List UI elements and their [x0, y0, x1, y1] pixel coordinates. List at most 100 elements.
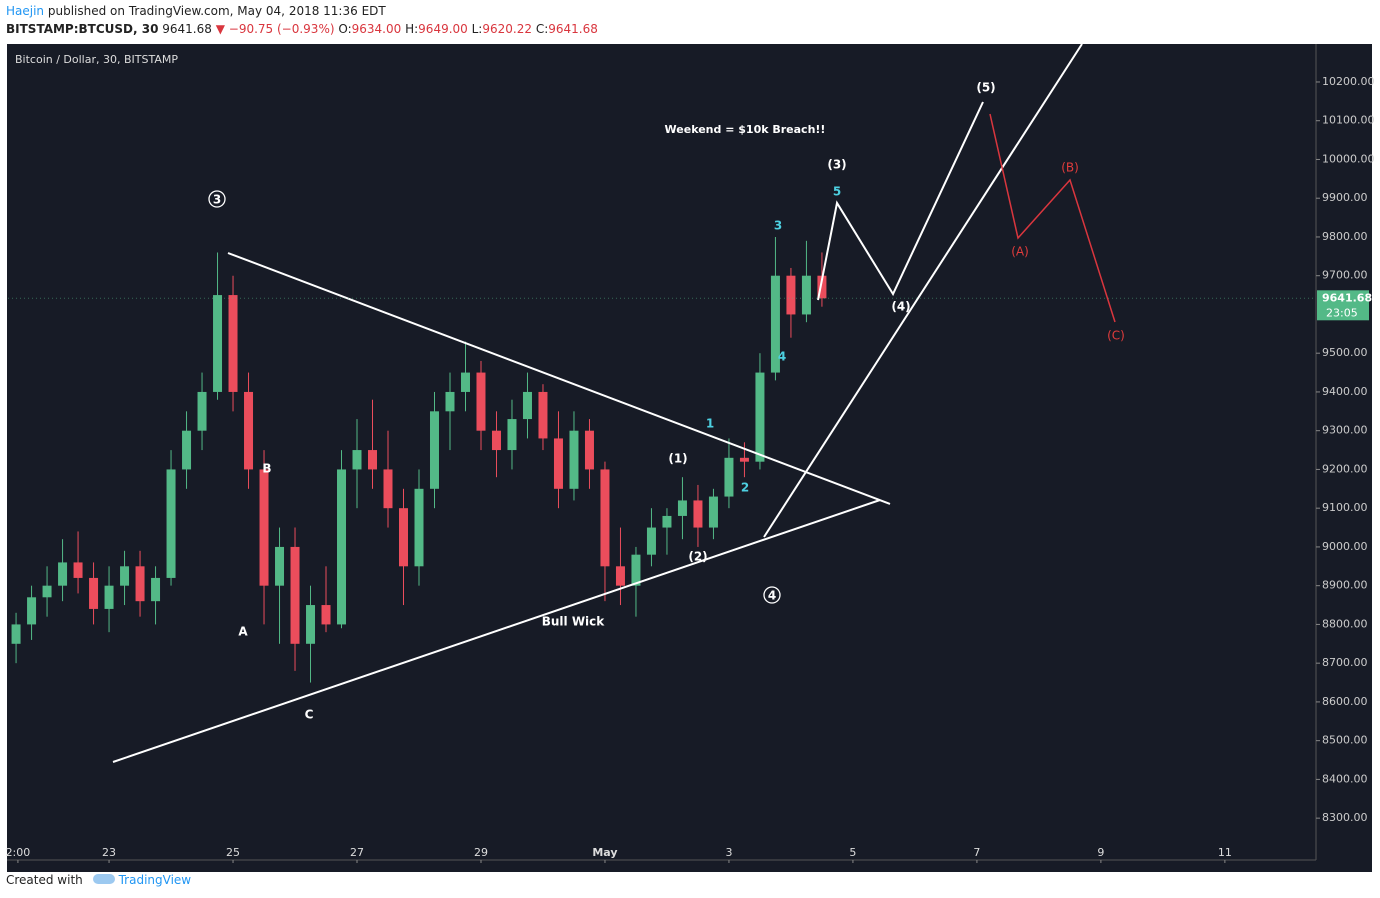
last-price-tag — [1317, 290, 1369, 321]
candle-body — [398, 508, 408, 567]
candle-body — [321, 605, 331, 625]
candle-body — [817, 275, 827, 299]
annotation: (5) — [976, 81, 995, 95]
candle-body — [538, 391, 548, 439]
candle-body — [58, 562, 68, 586]
y-tick-label: 9800.00 — [1322, 230, 1368, 243]
annotation: (C) — [1107, 329, 1125, 343]
published: published on TradingView.com, May 04, 20… — [47, 4, 386, 18]
publish-line: Haejin published on TradingView.com, May… — [6, 4, 386, 18]
y-tick-label: 9100.00 — [1322, 501, 1368, 514]
candle-body — [182, 430, 192, 470]
chart-title: Bitcoin / Dollar, 30, BITSTAMP — [15, 53, 178, 66]
candle-body — [228, 295, 238, 392]
x-tick-label: 27 — [350, 846, 364, 859]
candle-body — [708, 496, 718, 528]
y-tick-label: 9000.00 — [1322, 540, 1368, 553]
annotation: 4 — [768, 589, 776, 603]
y-tick-label: 9300.00 — [1322, 424, 1368, 437]
y-tick-label: 8500.00 — [1322, 734, 1368, 747]
abc-projection — [989, 113, 1116, 323]
candle-body — [244, 391, 254, 470]
y-tick-label: 8300.00 — [1322, 811, 1368, 824]
candle-body — [662, 515, 672, 528]
y-tick-label: 8600.00 — [1322, 695, 1368, 708]
x-tick-label: 3 — [725, 846, 732, 859]
candle-body — [306, 605, 316, 644]
author[interactable]: Haejin — [6, 4, 45, 18]
candle-body — [337, 469, 347, 625]
candle-body — [104, 585, 114, 609]
y-tick-label: 9200.00 — [1322, 462, 1368, 475]
candle-body — [476, 372, 486, 431]
candle-body — [368, 450, 378, 470]
o-label: O: — [338, 22, 352, 36]
quote-line: BITSTAMP:BTCUSD, 30 9641.68 ▼ −90.75 (−0… — [6, 22, 598, 36]
candle-body — [507, 419, 517, 451]
trendline-lower — [112, 499, 881, 763]
candle-body — [770, 275, 780, 373]
y-tick-label: 8700.00 — [1322, 656, 1368, 669]
candle-body — [724, 457, 734, 497]
candle-body — [429, 411, 439, 489]
annotation: (1) — [668, 452, 687, 466]
x-tick-label: 9 — [1097, 846, 1104, 859]
countdown: 23:05 — [1326, 306, 1358, 319]
last-price-label: 9641.68 — [1322, 291, 1372, 304]
candle-body — [693, 500, 703, 528]
candle-body — [197, 391, 207, 431]
candle-body — [89, 577, 99, 609]
candle-body — [584, 430, 594, 470]
x-tick-label: 5 — [849, 846, 856, 859]
annotation: 4 — [778, 350, 786, 364]
y-tick-label: 9700.00 — [1322, 269, 1368, 282]
l-value: 9620.22 — [482, 22, 532, 36]
c-value: 9641.68 — [548, 22, 598, 36]
candle-body — [73, 562, 83, 578]
candle-body — [491, 430, 501, 451]
annotation: 3 — [774, 219, 782, 233]
annotation: 5 — [833, 185, 841, 199]
candle-body — [755, 372, 765, 462]
change: ▼ −90.75 (−0.93%) — [215, 22, 335, 36]
x-tick-label: 23 — [102, 846, 116, 859]
headline: Weekend = $10k Breach!! — [665, 123, 826, 136]
o-value: 9634.00 — [351, 22, 402, 36]
y-tick-label: 10000.00 — [1322, 152, 1375, 165]
trendline-upper — [227, 252, 891, 505]
circle — [763, 586, 781, 604]
logo — [92, 874, 115, 884]
wave-projection — [817, 101, 984, 301]
chart-bg — [7, 44, 1372, 872]
annotation: (2) — [688, 550, 707, 564]
candle-body — [259, 469, 269, 586]
brand[interactable]: TradingView — [118, 873, 192, 887]
drawings — [112, 43, 1116, 763]
x-tick-label: 29 — [474, 846, 488, 859]
symbol: BITSTAMP:BTCUSD, 30 — [6, 22, 159, 36]
c-label: C: — [535, 22, 549, 36]
annotation: 3 — [213, 193, 221, 207]
trendline-support — [763, 43, 1083, 538]
y-tick-label: 8900.00 — [1322, 579, 1368, 592]
annotation: 1 — [706, 417, 714, 431]
y-tick-label: 8400.00 — [1322, 772, 1368, 785]
y-tick-label: 9900.00 — [1322, 191, 1368, 204]
l-label: L: — [471, 22, 483, 36]
candle-body — [414, 488, 424, 567]
candle-body — [646, 527, 656, 555]
y-tick-label: 8800.00 — [1322, 617, 1368, 630]
h-label: H: — [405, 22, 419, 36]
candle-body — [166, 469, 176, 578]
x-tick-label: May — [592, 846, 617, 859]
candle-body — [445, 391, 455, 412]
candle-body — [801, 275, 811, 315]
candle-body — [11, 624, 21, 644]
candle-body — [120, 566, 130, 586]
x-tick-label: 2:00 — [6, 846, 31, 859]
created: Created with — [6, 873, 83, 887]
x-tick-label: 7 — [973, 846, 980, 859]
candle-body — [569, 430, 579, 489]
annotation: B — [262, 462, 271, 476]
